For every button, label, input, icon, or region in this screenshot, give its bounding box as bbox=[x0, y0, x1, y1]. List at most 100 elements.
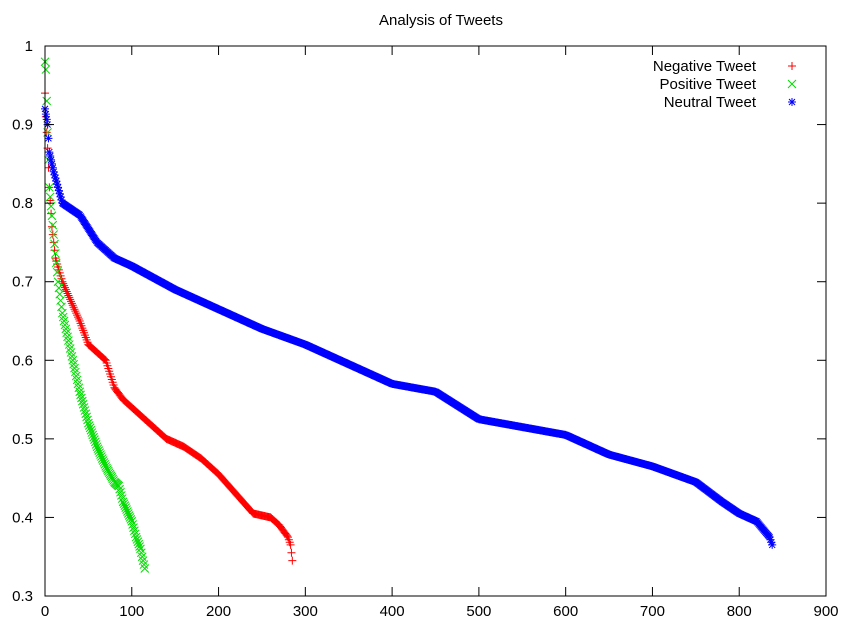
data-point bbox=[135, 542, 144, 551]
data-point bbox=[50, 239, 59, 249]
x-tick-label: 500 bbox=[466, 603, 491, 620]
data-point bbox=[88, 430, 98, 440]
data-point bbox=[50, 170, 59, 179]
y-tick-label: 0.9 bbox=[12, 117, 33, 134]
data-point bbox=[48, 220, 58, 230]
data-point bbox=[53, 180, 62, 189]
data-point bbox=[91, 440, 101, 449]
legend-marker bbox=[788, 62, 796, 70]
data-point bbox=[44, 134, 53, 143]
data-point bbox=[45, 192, 55, 202]
data-point bbox=[73, 313, 82, 322]
data-point bbox=[129, 523, 138, 532]
data-point bbox=[116, 487, 125, 497]
data-point bbox=[49, 167, 58, 176]
data-point bbox=[42, 115, 51, 124]
data-point bbox=[51, 258, 61, 268]
data-point bbox=[56, 192, 65, 201]
data-point bbox=[69, 303, 78, 312]
data-point bbox=[117, 491, 126, 500]
data-point bbox=[47, 155, 56, 164]
data-point bbox=[79, 403, 89, 412]
data-point bbox=[80, 406, 90, 415]
data-point bbox=[288, 556, 297, 565]
y-tick-label: 0.3 bbox=[12, 588, 33, 605]
data-point bbox=[47, 159, 56, 168]
data-point bbox=[87, 428, 97, 437]
data-point bbox=[60, 283, 69, 292]
data-point bbox=[82, 412, 92, 422]
data-point bbox=[57, 196, 66, 204]
data-point bbox=[70, 305, 79, 314]
data-point bbox=[83, 415, 92, 425]
data-point bbox=[64, 291, 73, 300]
data-point bbox=[84, 418, 93, 428]
data-point bbox=[46, 152, 55, 160]
data-point bbox=[765, 533, 774, 542]
data-point bbox=[134, 539, 144, 549]
y-tick-label: 0.6 bbox=[12, 352, 33, 369]
data-point bbox=[62, 287, 71, 296]
data-point bbox=[132, 535, 142, 544]
data-point bbox=[72, 309, 81, 318]
data-point bbox=[130, 526, 139, 536]
data-point bbox=[115, 484, 124, 494]
data-point bbox=[51, 249, 60, 258]
data-point bbox=[768, 540, 777, 549]
data-point bbox=[48, 163, 57, 172]
data-point bbox=[100, 354, 109, 363]
data-point bbox=[766, 535, 775, 544]
x-tick-label: 100 bbox=[119, 603, 144, 620]
x-tick-label: 600 bbox=[553, 603, 578, 620]
data-point bbox=[44, 183, 54, 192]
data-point bbox=[54, 183, 63, 192]
data-point bbox=[75, 387, 85, 397]
data-point bbox=[84, 421, 94, 430]
data-point bbox=[63, 289, 72, 298]
x-tick-label: 400 bbox=[380, 603, 405, 620]
data-point bbox=[54, 186, 63, 195]
data-point bbox=[73, 311, 82, 320]
data-point bbox=[67, 297, 76, 306]
data-point bbox=[66, 295, 75, 304]
data-point bbox=[49, 230, 59, 239]
axes-layer: 0 100 200 300 400 500 600 700 800 900 0.3 0.4 0.5 0.6… bbox=[12, 38, 838, 620]
data-point bbox=[41, 110, 50, 119]
data-point bbox=[90, 437, 100, 447]
legend-marker bbox=[788, 98, 796, 106]
data-point bbox=[42, 96, 52, 106]
data-point bbox=[61, 285, 70, 294]
data-point bbox=[45, 148, 54, 157]
data-point bbox=[68, 301, 77, 310]
x-tick-label: 0 bbox=[41, 603, 49, 620]
data-point bbox=[128, 520, 137, 529]
y-tick-label: 0.7 bbox=[12, 274, 33, 291]
plot-frame bbox=[44, 45, 827, 597]
data-point bbox=[77, 393, 86, 403]
x-tick-label: 700 bbox=[640, 603, 665, 620]
y-tick-label: 0.4 bbox=[12, 509, 33, 526]
data-point bbox=[140, 564, 150, 573]
data-point bbox=[42, 128, 51, 137]
legend-label: Neutral Tweet bbox=[664, 94, 757, 111]
data-point bbox=[47, 211, 57, 221]
data-point bbox=[286, 540, 295, 549]
series-plus bbox=[41, 89, 297, 565]
data-point bbox=[767, 538, 776, 547]
data-point bbox=[67, 299, 76, 308]
data-point bbox=[114, 481, 124, 491]
data-point bbox=[52, 267, 62, 277]
data-point bbox=[41, 65, 51, 74]
x-tick-label: 200 bbox=[206, 603, 231, 620]
data-point bbox=[77, 396, 87, 406]
data-point bbox=[100, 355, 109, 364]
y-tick-label: 0.5 bbox=[12, 431, 33, 448]
series-star bbox=[41, 104, 777, 549]
data-point bbox=[287, 548, 296, 557]
data-point bbox=[133, 537, 143, 547]
data-point bbox=[86, 425, 96, 435]
data-point bbox=[52, 177, 61, 186]
y-tick-label: 1 bbox=[25, 38, 33, 55]
